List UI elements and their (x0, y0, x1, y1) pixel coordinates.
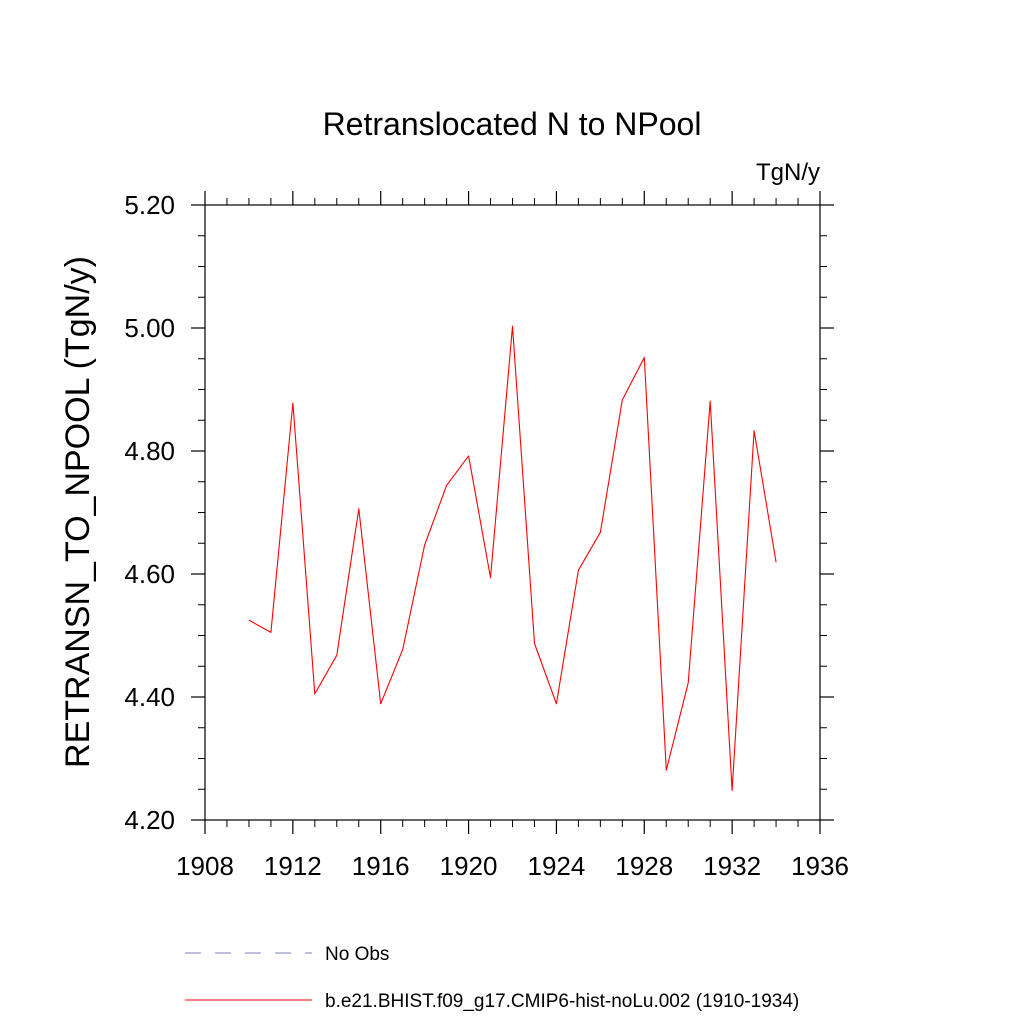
x-tick-label: 1908 (176, 851, 234, 881)
y-tick-label: 4.40 (124, 682, 175, 712)
legend: No Obs b.e21.BHIST.f09_g17.CMIP6-hist-no… (185, 944, 799, 1012)
y-tick-label: 4.60 (124, 559, 175, 589)
chart-title: Retranslocated N to NPool (323, 106, 702, 142)
y-tick-label: 5.00 (124, 313, 175, 343)
y-tick-label: 5.20 (124, 190, 175, 220)
legend-label-model: b.e21.BHIST.f09_g17.CMIP6-hist-noLu.002 … (325, 991, 799, 1012)
y-tick-label: 4.20 (124, 805, 175, 835)
x-tick-label: 1928 (615, 851, 673, 881)
x-tick-label: 1916 (352, 851, 410, 881)
series-layer (248, 325, 777, 792)
units-label: TgN/y (756, 159, 820, 186)
x-tick-label: 1924 (528, 851, 586, 881)
x-tick-label: 1920 (440, 851, 498, 881)
tick-labels: 1908 1912 1916 1920 1924 1928 1932 1936 4.20 4.40… (124, 190, 849, 881)
y-tick-label: 4.80 (124, 436, 175, 466)
x-tick-label: 1936 (791, 851, 849, 881)
minor-ticks (198, 198, 827, 827)
major-ticks (191, 191, 834, 834)
y-axis-label: RETRANSN_TO_NPOOL (TgN/y) (59, 256, 97, 768)
plot-frame (204, 204, 821, 821)
legend-label-no-obs: No Obs (325, 944, 389, 965)
x-tick-label: 1932 (703, 851, 761, 881)
x-tick-label: 1912 (264, 851, 322, 881)
series-line (248, 325, 777, 792)
